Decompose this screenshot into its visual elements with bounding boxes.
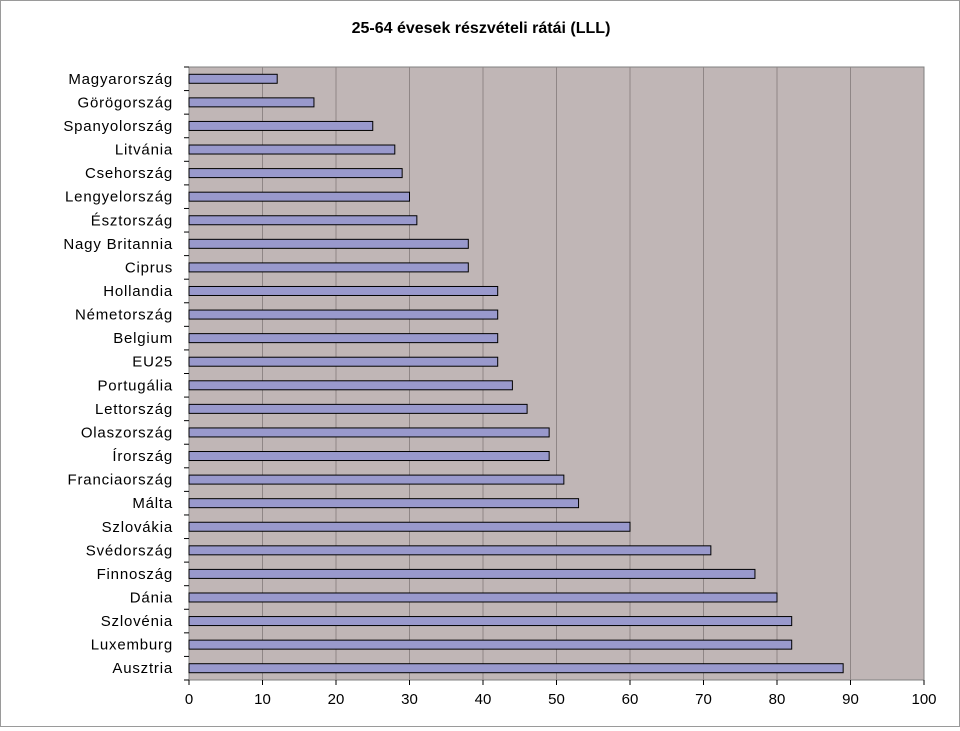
chart-title: 25-64 évesek részvételi rátái (LLL)	[352, 20, 611, 37]
category-label: Lengyelország	[65, 189, 173, 206]
category-label: EU25	[132, 354, 173, 371]
bar	[188, 168, 403, 179]
category-label: Belgium	[113, 330, 173, 347]
bar	[188, 427, 550, 438]
category-label: Portugália	[97, 377, 173, 394]
bar	[188, 451, 550, 462]
category-label: Szlovénia	[101, 613, 173, 630]
bar	[188, 474, 565, 485]
bar	[188, 356, 499, 367]
category-label: Spanyolország	[63, 118, 173, 135]
x-tick-label: 80	[769, 691, 786, 708]
bar	[188, 592, 778, 603]
category-label: Németország	[75, 307, 173, 324]
bar	[188, 639, 793, 650]
x-tick-label: 60	[622, 691, 639, 708]
x-tick-label: 70	[695, 691, 712, 708]
bar	[188, 498, 580, 509]
category-label: Csehország	[85, 165, 173, 182]
bar	[188, 215, 418, 226]
category-label: Ciprus	[125, 259, 173, 276]
x-tick-label: 0	[185, 691, 193, 708]
category-label: Görögország	[77, 94, 173, 111]
x-tick-label: 100	[911, 691, 936, 708]
category-label: Olaszország	[81, 424, 173, 441]
bar	[188, 663, 844, 674]
x-tick-label: 50	[548, 691, 565, 708]
bar	[188, 97, 315, 108]
bar	[188, 545, 712, 556]
category-labels: Magyarország Görögország Spanyolország Litv…	[63, 71, 173, 677]
category-label: Szlovákia	[102, 519, 173, 536]
category-label: Málta	[132, 495, 173, 512]
x-tick-label: 20	[328, 691, 345, 708]
bar	[188, 191, 410, 202]
category-label: Lettország	[95, 401, 173, 418]
x-tick-label: 90	[842, 691, 859, 708]
bar	[188, 568, 756, 579]
x-tick-label: 30	[401, 691, 418, 708]
bar	[188, 120, 374, 131]
category-label: Észtország	[91, 212, 173, 229]
x-tick-label: 10	[254, 691, 271, 708]
category-label: Dánia	[130, 589, 173, 606]
category-label: Ausztria	[112, 660, 173, 677]
bar	[188, 616, 793, 627]
bar	[188, 238, 469, 249]
bar	[188, 380, 513, 391]
x-tick-label: 40	[475, 691, 492, 708]
category-label: Svédország	[86, 542, 173, 559]
bar	[188, 285, 499, 296]
category-label: Finnoszág	[97, 566, 173, 583]
category-label: Nagy Britannia	[63, 236, 173, 253]
bar	[188, 403, 528, 414]
category-label: Franciaország	[68, 472, 173, 489]
bar	[188, 262, 469, 273]
bar	[188, 521, 631, 532]
bars	[188, 73, 844, 674]
category-label: Hollandia	[103, 283, 173, 300]
bar	[188, 144, 396, 155]
category-label: Írország	[112, 448, 173, 465]
bar	[188, 309, 499, 320]
x-axis-ticks: 0 10 20 30 40 50 60 70 80 90 100	[184, 66, 937, 708]
bar	[188, 333, 499, 344]
category-label: Luxemburg	[91, 637, 173, 654]
category-label: Litvánia	[115, 142, 173, 159]
category-label: Magyarország	[68, 71, 173, 88]
bar	[188, 73, 278, 84]
